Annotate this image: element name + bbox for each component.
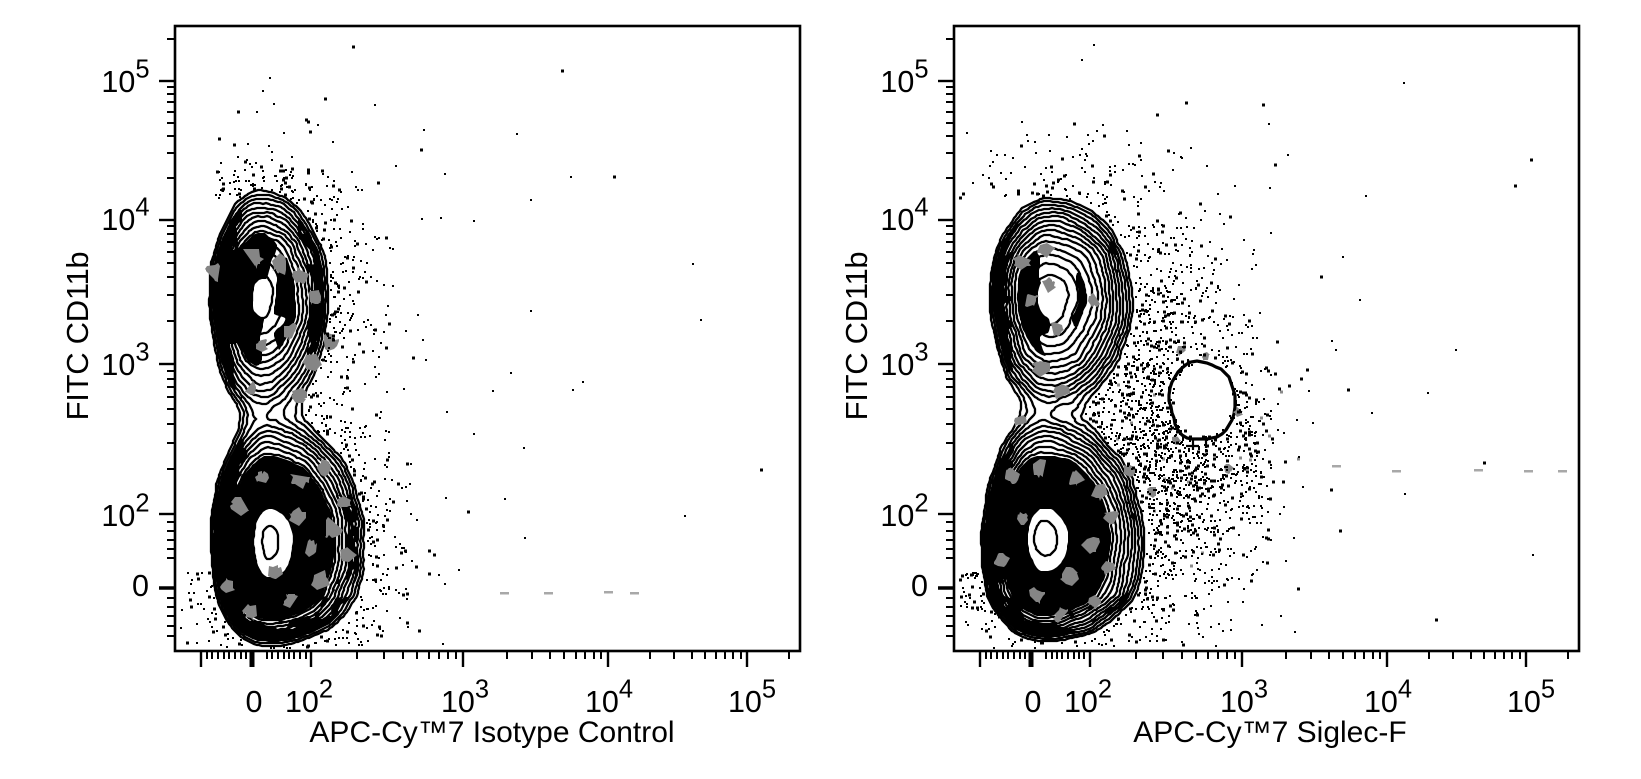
svg-text:0: 0 bbox=[132, 569, 149, 603]
svg-text:0: 0 bbox=[1025, 685, 1042, 719]
svg-text:FITC CD11b: FITC CD11b bbox=[60, 252, 95, 421]
svg-text:APC-Cy™7 Siglec-F: APC-Cy™7 Siglec-F bbox=[1133, 716, 1406, 749]
svg-text:APC-Cy™7 Isotype Control: APC-Cy™7 Isotype Control bbox=[309, 716, 674, 749]
svg-text:FITC CD11b: FITC CD11b bbox=[839, 252, 874, 421]
svg-text:0: 0 bbox=[911, 569, 928, 603]
svg-text:0: 0 bbox=[246, 685, 263, 719]
